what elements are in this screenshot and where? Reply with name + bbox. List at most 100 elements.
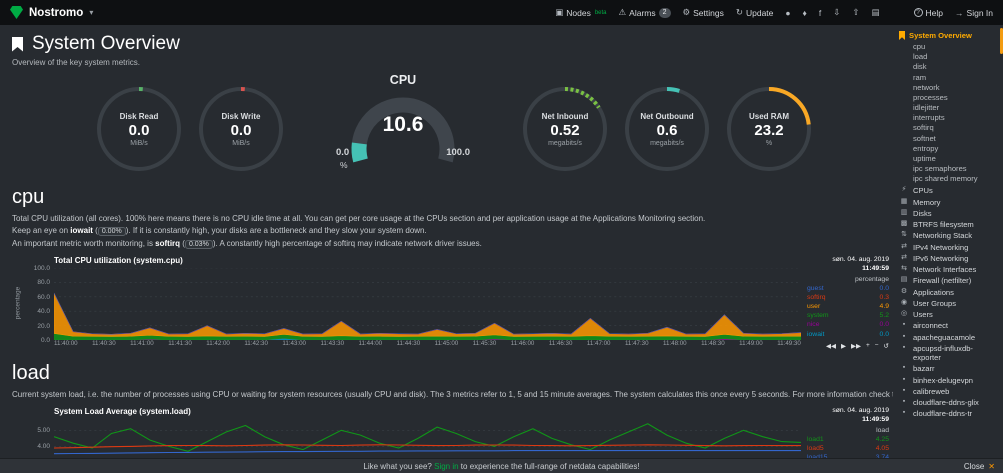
x-tick-label: 11:49:30 [777,340,801,347]
sidebar-subitem-load[interactable]: load [913,52,928,62]
page-title-text: System Overview [32,33,180,54]
topbar-sign-in[interactable]: → Sign In [955,8,993,18]
chart-plot-area[interactable] [54,268,801,340]
footer-signin-link[interactable]: Sign in [434,461,459,471]
sidebar-item-binhex-delugevpn[interactable]: ▪ binhex-delugevpn [899,376,999,385]
legend-row-iowait[interactable]: iowait 0.0 [807,330,889,339]
sidebar-item-apacheguacamole[interactable]: ▪ apacheguacamole [899,333,999,342]
sidebar-item-user-groups[interactable]: ◉ User Groups [899,299,999,308]
zoom-out-icon[interactable]: − [874,342,879,349]
sidebar-subitem-softirq[interactable]: softirq [913,123,934,133]
sidebar-subitem-idlejitter[interactable]: idlejitter [913,103,940,113]
topbar-facebook-button[interactable]: f [819,8,821,18]
sidebar-item-networking-stack[interactable]: ⇅ Networking Stack [899,231,999,240]
sidebar-subitem-processes[interactable]: processes [913,92,948,102]
sidebar-subitem-uptime[interactable]: uptime [913,153,936,163]
footer-close-button[interactable]: Close ✕ [964,462,995,471]
sidebar-subitem-cpu[interactable]: cpu [913,42,926,51]
app-icon: ▪ [902,364,906,372]
bookmark-icon [12,36,23,52]
sidebar-item-firewall-netfilter-[interactable]: ▤ Firewall (netfilter) [899,276,999,285]
topbar-menu: ▣ Nodes beta ⚠ Alarms 2 ⚙ Settings ↻ Update ● ♦ f ⇩ ⇧ ▤ [555,7,880,18]
topbar-help[interactable]: ? Help [913,8,943,18]
legend-time: 11:49:59 [862,264,889,272]
sidebar-item-cpus[interactable]: ⚡ CPUs [899,186,999,195]
legend-units-header: load [876,426,889,434]
sidebar-item-bazarr[interactable]: ▪ bazarr [899,364,999,373]
topbar-update[interactable]: ↻ Update [736,7,774,18]
load-description: Current system load, i.e. the number of … [12,389,893,401]
sidebar-item-users[interactable]: ◎ Users [899,310,999,319]
sidebar-item-label: binhex-delugevpn [913,375,973,385]
sidebar-item-ipv4-networking[interactable]: ⇄ IPv4 Networking [899,243,999,252]
sidebar-subitem-ipc-shared-memory[interactable]: ipc shared memory [913,174,978,184]
sidebar-item-airconnect[interactable]: ▪ airconnect [899,321,999,330]
pan-backward-icon[interactable]: ◀◀ [825,343,836,350]
topbar-print-button[interactable]: ▤ [872,7,880,18]
reset-zoom-icon[interactable]: ↺ [883,343,889,350]
sidebar-item-cloudflare-ddns-glix[interactable]: ▪ cloudflare-ddns-glix [899,398,999,407]
sidebar-item-network-interfaces[interactable]: ⇆ Network Interfaces [899,265,999,274]
sidebar-item-applications[interactable]: ⚙ Applications [899,288,999,297]
host-selector[interactable]: Nostromo ▾ [10,6,93,19]
gauge-used-ram[interactable]: Used RAM 23.2% [726,86,812,172]
sidebar-subitem-ram[interactable]: ram [913,72,927,82]
sidebar-subitem-entropy[interactable]: entropy [913,143,939,153]
zoom-in-icon[interactable]: + [865,342,870,349]
topbar-twitter-button[interactable]: ♦ [803,8,807,18]
x-tick-label: 11:47:00 [586,340,611,347]
topbar-sign-in-label: Sign In [966,7,993,18]
twitter-icon: ♦ [802,7,807,18]
sidebar-item-disks[interactable]: ▥ Disks [899,209,999,218]
sidebar-item-system-overview[interactable]: System Overview [899,31,999,40]
legend-series-name: guest [807,284,824,292]
section-heading-load: load [12,362,50,384]
gauge-net-inbound[interactable]: Net Inbound 0.52 megabits/s [522,86,608,172]
beta-badge: beta [594,9,607,16]
sidebar-item-btrfs-filesystem[interactable]: ▩ BTRFS filesystem [899,220,999,229]
sidebar-item-apcupsd-influxdb-exporter[interactable]: ▪ apcupsd-influxdb-exporter [899,344,999,363]
legend-series-name: iowait [807,330,825,338]
sidebar-item-memory[interactable]: ▦ Memory [899,198,999,207]
sidebar-subitem-network[interactable]: network [913,82,940,92]
topbar-settings[interactable]: ⚙ Settings [683,7,724,18]
legend-row-load15[interactable]: load15 3.74 [807,453,889,462]
topbar-export-button[interactable]: ⇧ [852,7,859,18]
sidebar-item-calibreweb[interactable]: ▪ calibreweb [899,387,999,396]
main: System Overview Overview of the key syst… [0,25,1003,467]
gauge-cpu[interactable]: CPU 10.6 0.0 100.0% [318,73,488,170]
sidebar-item-ipv6-networking[interactable]: ⇄ IPv6 Networking [899,254,999,263]
legend-row-guest[interactable]: guest 0.0 [807,284,889,293]
legend-series-name: softirq [807,293,826,301]
footer-text: Like what you see? [363,461,435,471]
app-icon: ▪ [902,375,906,383]
legend-row-load1[interactable]: load1 4.25 [807,435,889,444]
legend-row-load5[interactable]: load5 4.05 [807,444,889,453]
gauge-net-outbound[interactable]: Net Outbound 0.6 megabits/s [624,86,710,172]
legend-row-nice[interactable]: nice 0.0 [807,320,889,329]
sidebar-subitem-softnet[interactable]: softnet [913,133,936,143]
topbar-download-button[interactable]: ⇩ [833,7,840,18]
app-icon: ▪ [902,409,906,417]
gauge-disk-read[interactable]: Disk Read 0.0 MiB/s [96,86,182,172]
y-tick-label: 60.0 [37,293,50,301]
x-tick-label: 11:46:30 [548,340,573,347]
legend-row-user[interactable]: user 4.9 [807,302,889,311]
legend-series-name: system [807,312,829,320]
sidebar-subitem-ipc-semaphores[interactable]: ipc semaphores [913,164,967,174]
scrollbar-thumb[interactable] [1000,28,1003,54]
legend-row-softirq[interactable]: softirq 0.3 [807,293,889,302]
play-icon[interactable]: ▶ [840,343,846,350]
sidebar-item-label: Disks [913,208,932,218]
chart-toolbar: ◀◀ ▶ ▶▶ + − ↺ [807,342,889,350]
topbar-nodes[interactable]: ▣ Nodes beta [555,7,606,18]
x-tick-label: 11:45:00 [434,340,459,347]
legend-row-system[interactable]: system 5.2 [807,311,889,320]
sidebar-subitem-disk[interactable]: disk [913,62,927,72]
topbar-github-button[interactable]: ● [785,8,790,18]
gauge-disk-write[interactable]: Disk Write 0.0 MiB/s [198,86,284,172]
pan-forward-icon[interactable]: ▶▶ [850,343,861,350]
topbar-alarms[interactable]: ⚠ Alarms 2 [619,7,671,18]
sidebar-subitem-interrupts[interactable]: interrupts [913,113,945,123]
sidebar-item-cloudflare-ddns-tr[interactable]: ▪ cloudflare-ddns-tr [899,409,999,418]
